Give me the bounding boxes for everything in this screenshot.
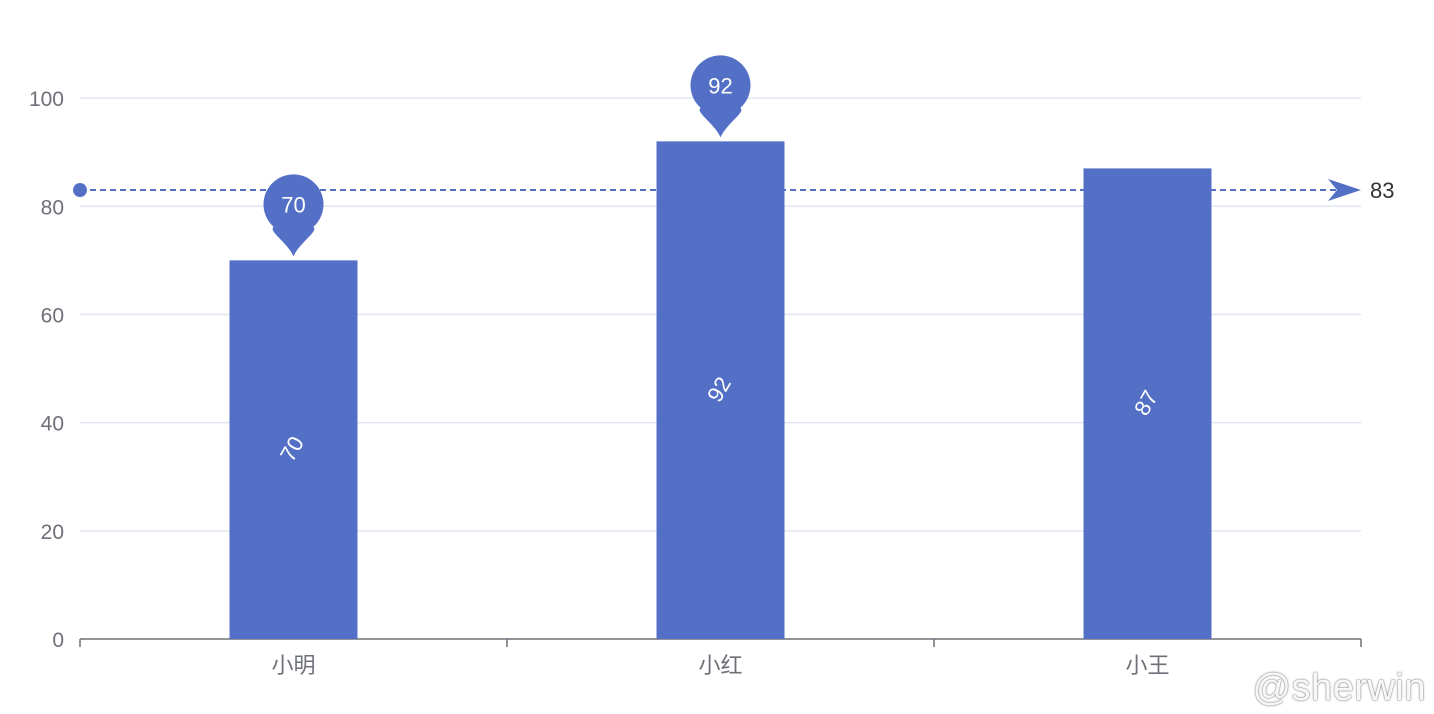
y-tick-label: 80 — [41, 196, 64, 219]
y-tick-label: 100 — [29, 88, 64, 111]
mark-line-arrow — [1328, 179, 1361, 202]
mark-point-label: 70 — [281, 192, 305, 217]
mark-point-pin — [690, 55, 751, 138]
bar — [229, 260, 358, 639]
watermark-text: @sherwin — [1252, 667, 1426, 709]
mark-point-label: 92 — [708, 73, 732, 98]
y-tick-label: 0 — [52, 629, 64, 652]
x-tick-label: 小王 — [1125, 653, 1169, 678]
y-tick-label: 60 — [41, 304, 64, 327]
max-min-mark-points: 70 92 — [263, 55, 751, 257]
y-tick-label: 40 — [41, 413, 64, 436]
y-tick-label: 20 — [41, 521, 64, 544]
x-tick-label: 小明 — [271, 653, 315, 678]
bar — [1083, 168, 1212, 639]
x-tick-label: 小红 — [698, 653, 742, 678]
mark-line-label: 83 — [1370, 178, 1394, 203]
mark-point-pin — [263, 174, 324, 257]
bar — [656, 141, 785, 639]
